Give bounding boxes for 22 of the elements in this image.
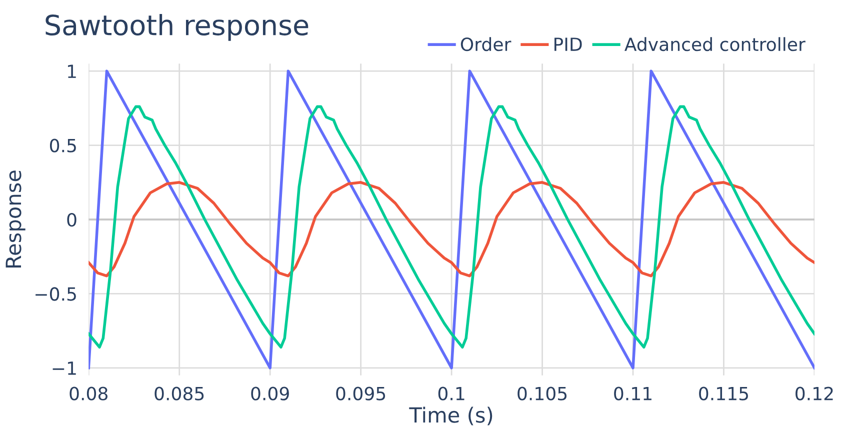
y-axis-title: Response	[6, 170, 26, 268]
y-tick-label: −0.5	[36, 287, 76, 301]
chart-title: Sawtooth response	[46, 14, 308, 41]
x-axis-title: Time (s)	[409, 406, 492, 426]
line-series	[88, 181, 814, 278]
legend-label: Order	[460, 37, 512, 52]
y-tick-label: 0	[67, 212, 76, 227]
legend-label: Advanced controller	[624, 37, 806, 52]
x-tick-label: 0.085	[154, 386, 204, 400]
legend-label: PID	[554, 38, 582, 51]
x-tick-label: 0.08	[70, 386, 108, 400]
y-tick-label: 1	[68, 64, 76, 78]
y-tick-label: −1	[52, 362, 76, 375]
x-tick-label: 0.1	[438, 386, 464, 400]
x-tick-label: 0.095	[336, 386, 386, 400]
x-tick-label: 0.09	[251, 386, 289, 400]
y-tick-label: 0.5	[50, 138, 76, 152]
line-series	[88, 105, 814, 349]
x-tick-label: 0.12	[796, 386, 833, 400]
x-tick-label: 0.105	[518, 386, 567, 400]
x-tick-label: 0.115	[699, 386, 748, 400]
x-tick-label: 0.11	[614, 386, 652, 400]
